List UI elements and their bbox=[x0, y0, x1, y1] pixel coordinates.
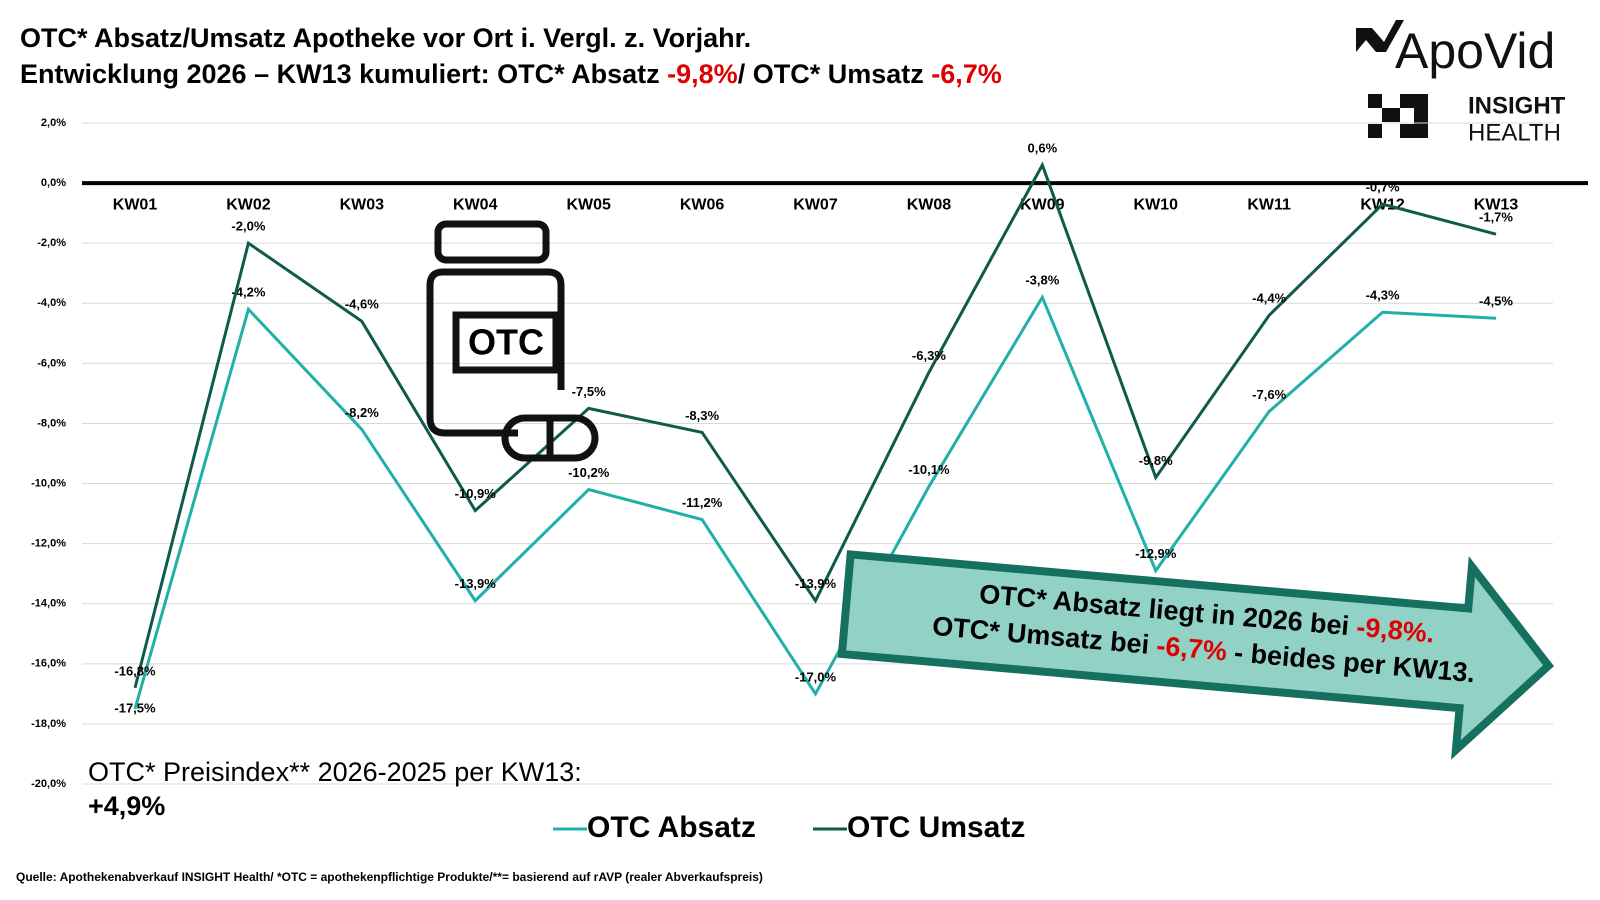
x-tick-label: KW08 bbox=[907, 196, 952, 213]
y-tick-label: -16,0% bbox=[31, 658, 66, 670]
data-label: -9,8% bbox=[1139, 453, 1173, 468]
data-label: -7,6% bbox=[1252, 387, 1286, 402]
x-tick-label: KW11 bbox=[1247, 196, 1291, 213]
source-note: Quelle: Apothekenabverkauf INSIGHT Healt… bbox=[16, 870, 763, 884]
data-label: -12,9% bbox=[1135, 546, 1177, 561]
logo: ApoVid INSIGHT HEALTH bbox=[1356, 20, 1566, 146]
logo-text: INSIGHT bbox=[1468, 92, 1566, 119]
data-label: -17,5% bbox=[114, 700, 156, 715]
subtitle-part: -6,7% bbox=[931, 59, 1002, 89]
data-label: -4,5% bbox=[1479, 294, 1513, 309]
x-tick-label: KW03 bbox=[340, 196, 385, 213]
series-line bbox=[133, 161, 1497, 689]
price-index-label: OTC* Preisindex** 2026-2025 per KW13: bbox=[88, 757, 582, 787]
logo-text: HEALTH bbox=[1468, 119, 1561, 146]
x-tick-label: KW04 bbox=[453, 196, 498, 213]
data-label: -7,5% bbox=[572, 384, 606, 399]
y-tick-label: -18,0% bbox=[31, 718, 66, 730]
data-label: -16,8% bbox=[114, 663, 156, 678]
data-label: -10,9% bbox=[455, 486, 497, 501]
y-tick-label: 0,0% bbox=[41, 177, 66, 189]
data-label: -13,9% bbox=[795, 576, 837, 591]
y-tick-label: -6,0% bbox=[37, 357, 66, 369]
arrow-part: -9,8%. bbox=[1355, 612, 1435, 649]
y-tick-label: -8,0% bbox=[37, 417, 66, 429]
y-tick-label: -12,0% bbox=[31, 538, 66, 550]
subtitle-part: / OTC* Umsatz bbox=[738, 59, 932, 89]
legend-label: OTC Umsatz bbox=[847, 811, 1025, 844]
data-label: -13,9% bbox=[455, 576, 497, 591]
y-tick-label: -4,0% bbox=[37, 297, 66, 309]
x-tick-label: KW10 bbox=[1134, 196, 1179, 213]
chart-title: OTC* Absatz/Umsatz Apotheke vor Ort i. V… bbox=[20, 23, 751, 53]
data-label: -10,2% bbox=[568, 465, 610, 480]
chart-subtitle: Entwicklung 2026 – KW13 kumuliert: OTC* … bbox=[20, 59, 1002, 89]
x-tick-label: KW09 bbox=[1020, 196, 1065, 213]
data-label: -6,3% bbox=[912, 348, 946, 363]
data-label: 0,6% bbox=[1028, 141, 1058, 156]
legend-label: OTC Absatz bbox=[587, 811, 756, 844]
price-index-value: +4,9% bbox=[88, 791, 165, 821]
data-label: -4,4% bbox=[1252, 291, 1286, 306]
y-tick-label: -14,0% bbox=[31, 598, 66, 610]
series-line bbox=[133, 293, 1497, 710]
data-label: -4,6% bbox=[345, 297, 379, 312]
data-label: -3,8% bbox=[1025, 273, 1059, 288]
x-tick-label: KW13 bbox=[1474, 196, 1519, 213]
x-tick-label: KW06 bbox=[680, 196, 725, 213]
x-tick-label: KW02 bbox=[226, 196, 271, 213]
data-label: -11,2% bbox=[682, 495, 723, 510]
y-tick-label: -10,0% bbox=[31, 477, 66, 489]
icon-label: OTC bbox=[468, 322, 544, 363]
data-label: -0,7% bbox=[1366, 180, 1400, 195]
x-tick-label: KW01 bbox=[113, 196, 158, 213]
arrow-part: -6,7% bbox=[1155, 631, 1228, 667]
x-tick-label: KW07 bbox=[793, 196, 838, 213]
data-label: -4,2% bbox=[231, 285, 265, 300]
subtitle-part: -9,8% bbox=[667, 59, 738, 89]
y-tick-label: 2,0% bbox=[41, 117, 66, 129]
data-label: -8,2% bbox=[345, 405, 379, 420]
data-label: -1,7% bbox=[1479, 210, 1513, 225]
y-tick-label: -2,0% bbox=[37, 237, 66, 249]
data-label: -10,1% bbox=[908, 462, 950, 477]
arrow-callout: OTC* Absatz liegt in 2026 bei -9,8%. OTC… bbox=[837, 550, 1554, 760]
y-tick-label: -20,0% bbox=[31, 778, 66, 790]
otc-icon bbox=[426, 220, 599, 462]
subtitle-part: Entwicklung 2026 – KW13 kumuliert: OTC* … bbox=[20, 59, 667, 89]
data-label: -8,3% bbox=[685, 408, 719, 423]
data-label: -2,0% bbox=[231, 219, 265, 234]
data-label: -17,0% bbox=[795, 669, 837, 684]
data-label: -4,3% bbox=[1366, 288, 1400, 303]
logo-text: ApoVid bbox=[1395, 23, 1555, 79]
x-tick-label: KW05 bbox=[566, 196, 611, 213]
